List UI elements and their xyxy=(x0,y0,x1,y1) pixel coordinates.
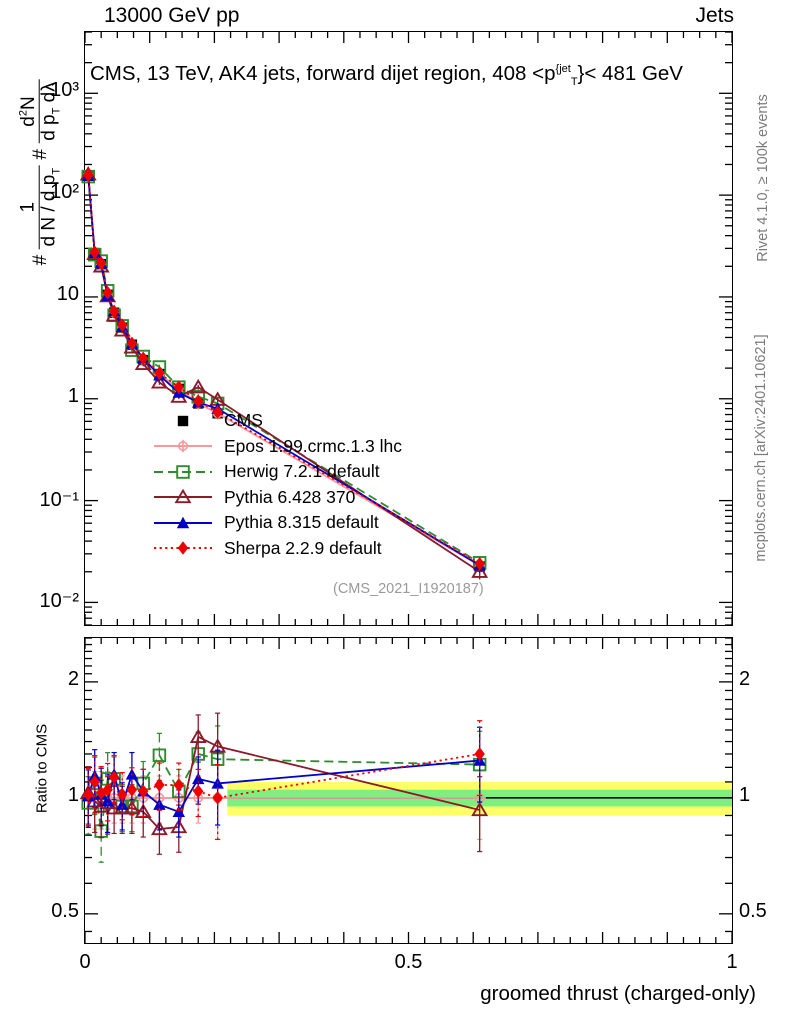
legend-marker xyxy=(152,487,214,507)
ratio-y-tick-label-left: 2 xyxy=(67,667,79,690)
beam-energy-label: 13000 GeV pp xyxy=(104,4,240,27)
plot-title-sub: T xyxy=(570,76,578,89)
legend-label: Herwig 7.2.1 default xyxy=(224,461,380,482)
x-tick-label: 1 xyxy=(726,951,738,973)
ratio-y-tick-label-right: 0.5 xyxy=(739,899,767,922)
legend-item[interactable]: Sherpa 2.2.9 default xyxy=(152,536,402,562)
legend-item[interactable]: Herwig 7.2.1 default xyxy=(152,459,402,485)
ratio-y-tick-label-right: 1 xyxy=(739,783,751,806)
plot-title-sup: {jet xyxy=(555,63,571,76)
main-y-tick-labels: 10³ 10² 10 1 10⁻¹ 10⁻² xyxy=(0,0,79,1024)
x-tick-label: 0.5 xyxy=(394,951,423,973)
legend-item[interactable]: CMS xyxy=(152,408,402,434)
x-tick-label: 0 xyxy=(79,951,91,973)
analysis-id-watermark: (CMS_2021_I1920187) xyxy=(333,581,484,597)
main-y-tick-label: 10² xyxy=(50,181,79,204)
main-y-tick-label: 10⁻¹ xyxy=(39,488,79,511)
plot-title-pre: CMS, 13 TeV, AK4 jets, forward dijet reg… xyxy=(90,62,556,85)
data-marker xyxy=(177,541,189,556)
legend-item[interactable]: Epos 1.99.crmc.1.3 lhc xyxy=(152,434,402,460)
plot-title: CMS, 13 TeV, AK4 jets, forward dijet reg… xyxy=(90,62,683,88)
x-axis-label: groomed thrust (charged-only) xyxy=(480,982,756,1005)
main-y-tick-label: 1 xyxy=(67,384,79,407)
legend-marker xyxy=(152,436,214,456)
ratio-y-tick-label-left: 0.5 xyxy=(51,899,79,922)
legend-label: CMS xyxy=(224,410,263,431)
analysis-category-label: Jets xyxy=(695,4,734,27)
ratio-y-tick-labels: 2 1 0.5 xyxy=(0,0,79,1024)
mcplots-reference-label: mcplots.cern.ch [arXiv:2401.10621] xyxy=(753,334,769,562)
data-marker xyxy=(176,516,190,528)
legend-marker xyxy=(152,462,214,482)
legend-label: Pythia 6.428 370 xyxy=(224,486,356,507)
legend-label: Pythia 8.315 default xyxy=(224,512,379,533)
legend-marker xyxy=(152,411,214,431)
main-y-tick-label: 10⁻² xyxy=(39,590,79,613)
data-marker xyxy=(174,488,192,504)
ratio-plot-panel xyxy=(84,637,733,944)
legend-item[interactable]: Pythia 8.315 default xyxy=(152,510,402,536)
main-y-tick-label: 10 xyxy=(56,282,79,305)
legend-item[interactable]: Pythia 6.428 370 xyxy=(152,485,402,511)
data-marker xyxy=(177,415,189,426)
data-marker xyxy=(176,440,190,453)
main-y-tick-label: 10³ xyxy=(50,79,79,102)
legend-label: Epos 1.99.crmc.1.3 lhc xyxy=(224,435,402,456)
plot-title-post: }< 481 GeV xyxy=(577,62,683,85)
legend-marker xyxy=(152,513,214,533)
data-marker xyxy=(176,464,190,479)
ratio-y-tick-label-right: 2 xyxy=(739,667,751,690)
legend: CMS Epos 1.99.crmc.1.3 lhc Herwig 7.2.1 de… xyxy=(152,408,402,561)
ratio-y-tick-label-left: 1 xyxy=(67,783,79,806)
legend-marker xyxy=(152,538,214,558)
legend-label: Sherpa 2.2.9 default xyxy=(224,537,382,558)
